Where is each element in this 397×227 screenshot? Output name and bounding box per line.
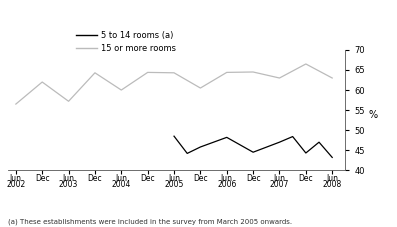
Text: 2006: 2006 [217, 180, 237, 189]
Text: 2008: 2008 [323, 180, 342, 189]
Text: 2005: 2005 [164, 180, 184, 189]
Text: Jun: Jun [221, 174, 233, 183]
Text: Dec: Dec [193, 174, 208, 183]
Text: Dec: Dec [246, 174, 260, 183]
Legend: 5 to 14 rooms (a), 15 or more rooms: 5 to 14 rooms (a), 15 or more rooms [73, 28, 179, 57]
Text: 2002: 2002 [6, 180, 25, 189]
Text: Jun: Jun [10, 174, 22, 183]
Text: Dec: Dec [35, 174, 50, 183]
Text: Jun: Jun [274, 174, 285, 183]
Text: 2007: 2007 [270, 180, 289, 189]
Text: Jun: Jun [63, 174, 75, 183]
Text: Jun: Jun [115, 174, 127, 183]
Text: Jun: Jun [326, 174, 338, 183]
Text: (a) These establishments were included in the survey from March 2005 onwards.: (a) These establishments were included i… [8, 218, 292, 225]
Text: Jun: Jun [168, 174, 180, 183]
Y-axis label: %: % [369, 110, 378, 120]
Text: Dec: Dec [88, 174, 102, 183]
Text: Dec: Dec [299, 174, 313, 183]
Text: 2004: 2004 [112, 180, 131, 189]
Text: 2003: 2003 [59, 180, 78, 189]
Text: Dec: Dec [141, 174, 155, 183]
